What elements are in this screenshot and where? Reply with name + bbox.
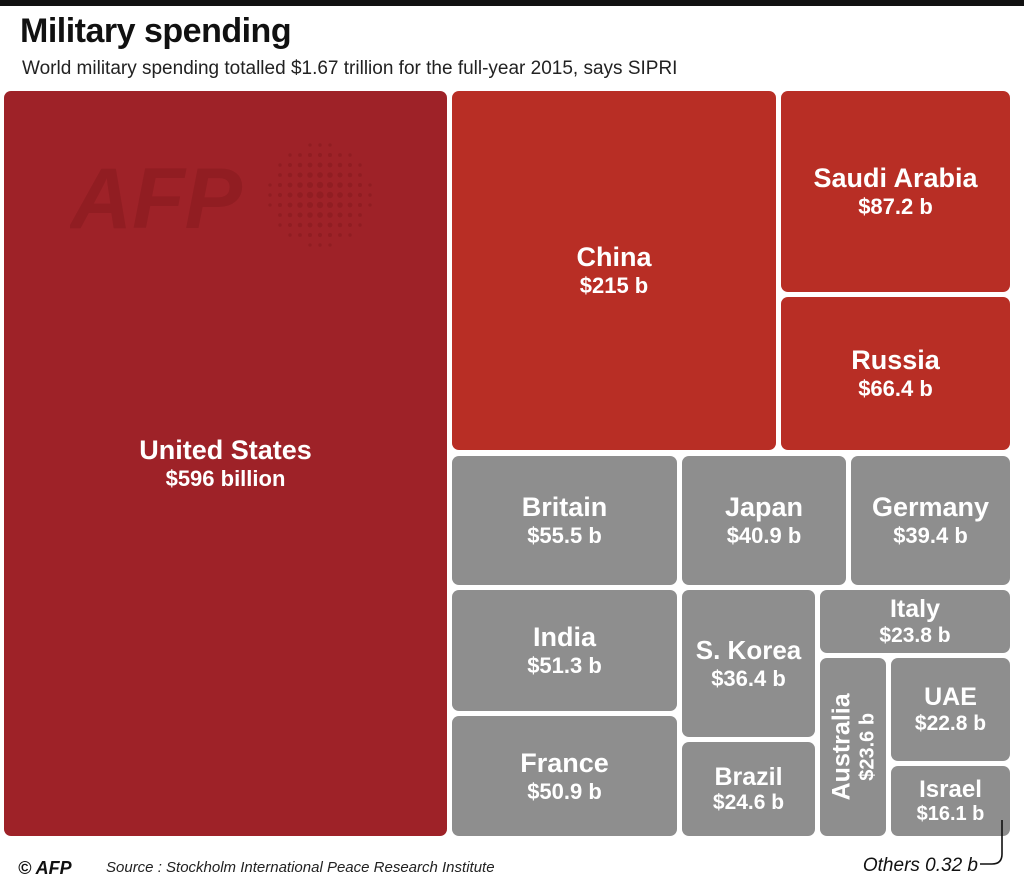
tile-value: $22.8 b	[914, 711, 987, 735]
chart-title: Military spending	[20, 12, 292, 50]
tile-saudi-arabia: Saudi Arabia $87.2 b	[781, 91, 1010, 292]
tile-label: China	[576, 242, 652, 273]
tile-s-korea: S. Korea $36.4 b	[682, 590, 815, 737]
tile-value: $36.4 b	[711, 665, 786, 691]
tile-value: $39.4 b	[893, 523, 968, 549]
others-leader-line	[980, 820, 1003, 865]
chart-subtitle: World military spending totalled $1.67 t…	[22, 58, 678, 79]
tile-value: $23.6 b	[855, 713, 878, 781]
tile-israel: Israel $16.1 b	[891, 766, 1010, 836]
tile-russia: Russia $66.4 b	[781, 297, 1010, 450]
tile-value: $215 b	[579, 273, 649, 299]
tile-value: $87.2 b	[858, 194, 933, 220]
tile-label: India	[532, 622, 596, 653]
tile-britain: Britain $55.5 b	[452, 456, 677, 585]
source-note: Source : Stockholm International Peace R…	[106, 859, 495, 876]
tile-india: India $51.3 b	[452, 590, 677, 711]
tile-label: Australia	[827, 693, 856, 801]
tile-italy: Italy $23.8 b	[820, 590, 1010, 653]
tile-label: Germany	[871, 492, 990, 523]
tile-label: UAE	[924, 683, 977, 712]
top-rule	[0, 0, 1024, 6]
tile-brazil: Brazil $24.6 b	[682, 742, 815, 836]
tile-value: $24.6 b	[712, 791, 785, 815]
tile-australia: Australia $23.6 b	[820, 658, 886, 836]
tile-value: $51.3 b	[527, 653, 602, 679]
tile-label: Russia	[851, 345, 940, 376]
tile-label: Britain	[521, 492, 608, 523]
tile-label: Israel	[919, 775, 982, 803]
tile-label: Saudi Arabia	[813, 163, 978, 194]
tile-value: $66.4 b	[858, 376, 933, 402]
tile-japan: Japan $40.9 b	[682, 456, 846, 585]
afp-watermark-logo: AFP	[70, 143, 372, 247]
tile-uae: UAE $22.8 b	[891, 658, 1010, 761]
tile-label: United States	[139, 435, 312, 466]
tile-value: $16.1 b	[916, 803, 985, 826]
tile-label: Japan	[724, 492, 804, 523]
tile-value: $596 billion	[165, 466, 286, 492]
afp-footer-logo: © AFP	[18, 858, 73, 878]
others-label: Others 0.32 b	[862, 855, 978, 876]
tile-germany: Germany $39.4 b	[851, 456, 1010, 585]
tile-label: Italy	[889, 595, 941, 624]
tile-united-states: United States $596 billion	[4, 91, 447, 836]
svg-text:© AFP: © AFP	[18, 858, 73, 878]
svg-text:AFP: AFP	[70, 151, 243, 247]
tile-value: $50.9 b	[527, 778, 602, 804]
tile-france: France $50.9 b	[452, 716, 677, 836]
tile-label: Brazil	[714, 762, 783, 791]
tile-value: $55.5 b	[527, 523, 602, 549]
tile-label: France	[520, 747, 609, 778]
tile-value: $40.9 b	[726, 523, 802, 549]
tile-value: $23.8 b	[879, 623, 951, 647]
tile-label: S. Korea	[695, 634, 802, 665]
tile-china: China $215 b	[452, 91, 776, 450]
